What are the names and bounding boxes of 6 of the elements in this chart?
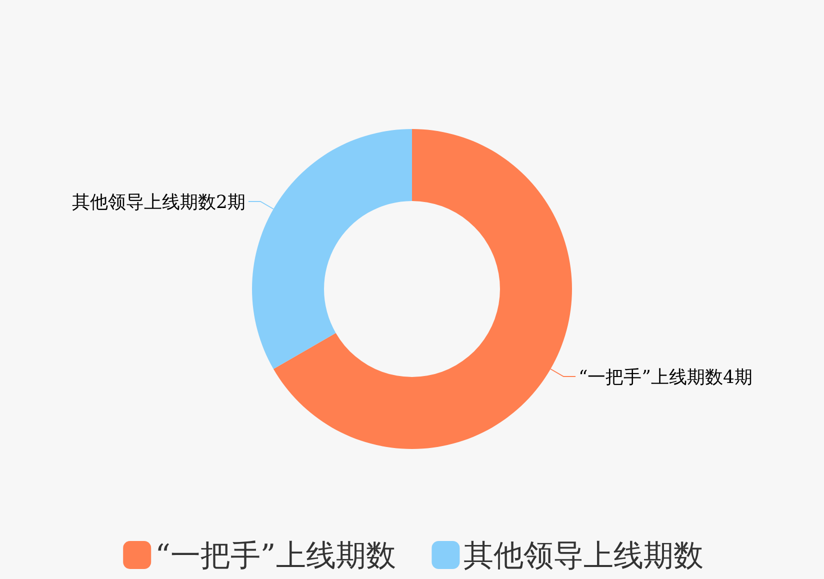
- donut-slice: [273, 129, 572, 449]
- donut-slice: [252, 129, 412, 369]
- data-label: 其他领导上线期数2期: [72, 192, 246, 213]
- data-label: “一把手”上线期数4期: [578, 366, 752, 388]
- legend-label: 其他领导上线期数: [464, 538, 704, 574]
- legend-label: “一把手”上线期数: [155, 538, 396, 574]
